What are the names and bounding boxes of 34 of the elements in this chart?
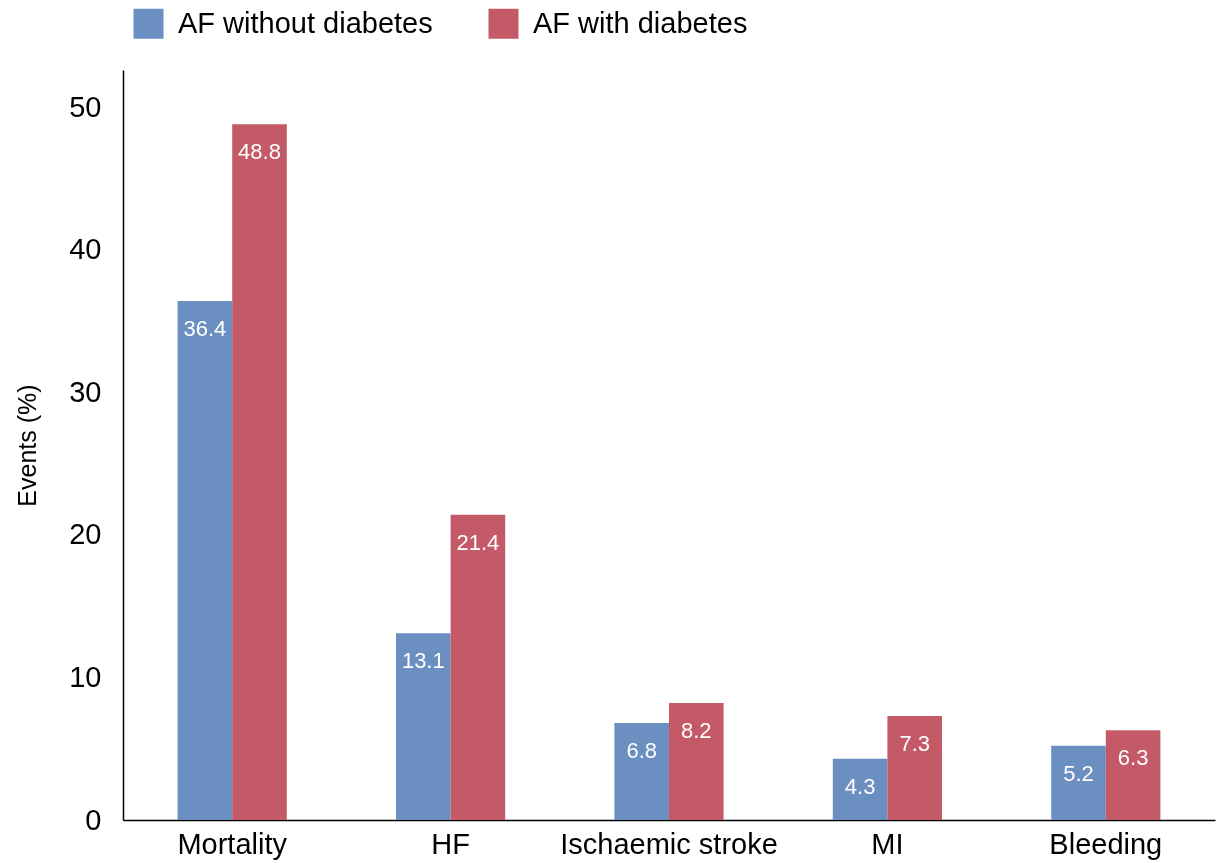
bar <box>396 633 451 820</box>
y-axis-title: Events (%) <box>13 384 42 507</box>
data-label: 21.4 <box>456 529 500 555</box>
y-tick-label: 20 <box>69 518 102 551</box>
data-label: 4.3 <box>844 773 876 799</box>
x-tick-label: Ischaemic stroke <box>560 827 778 860</box>
data-label: 36.4 <box>183 315 227 341</box>
x-tick-label: HF <box>431 827 470 860</box>
y-tick-label: 40 <box>69 233 102 266</box>
x-tick-label: Bleeding <box>1049 827 1163 860</box>
bar <box>614 723 669 820</box>
y-tick-label: 0 <box>85 803 102 836</box>
x-tick-label: Mortality <box>177 827 288 860</box>
bar <box>450 514 506 820</box>
data-label: 13.1 <box>401 648 445 674</box>
bar <box>177 300 233 820</box>
bar <box>669 703 724 820</box>
data-label: 8.2 <box>681 718 712 744</box>
data-label: 5.2 <box>1063 760 1094 786</box>
x-tick-label: MI <box>871 827 904 860</box>
data-label: 7.3 <box>899 730 930 756</box>
bar <box>232 124 287 820</box>
bar <box>1105 730 1161 820</box>
legend-label: AF without diabetes <box>178 6 433 39</box>
bar <box>832 758 888 820</box>
bar <box>887 715 942 820</box>
y-tick-label: 50 <box>69 90 102 123</box>
data-label: 6.3 <box>1117 745 1149 771</box>
bar <box>1051 745 1106 820</box>
legend-label: AF with diabetes <box>533 6 748 39</box>
data-label: 6.8 <box>626 738 657 764</box>
data-label: 48.8 <box>238 139 281 165</box>
y-tick-label: 10 <box>69 660 102 693</box>
y-tick-label: 30 <box>69 375 102 408</box>
